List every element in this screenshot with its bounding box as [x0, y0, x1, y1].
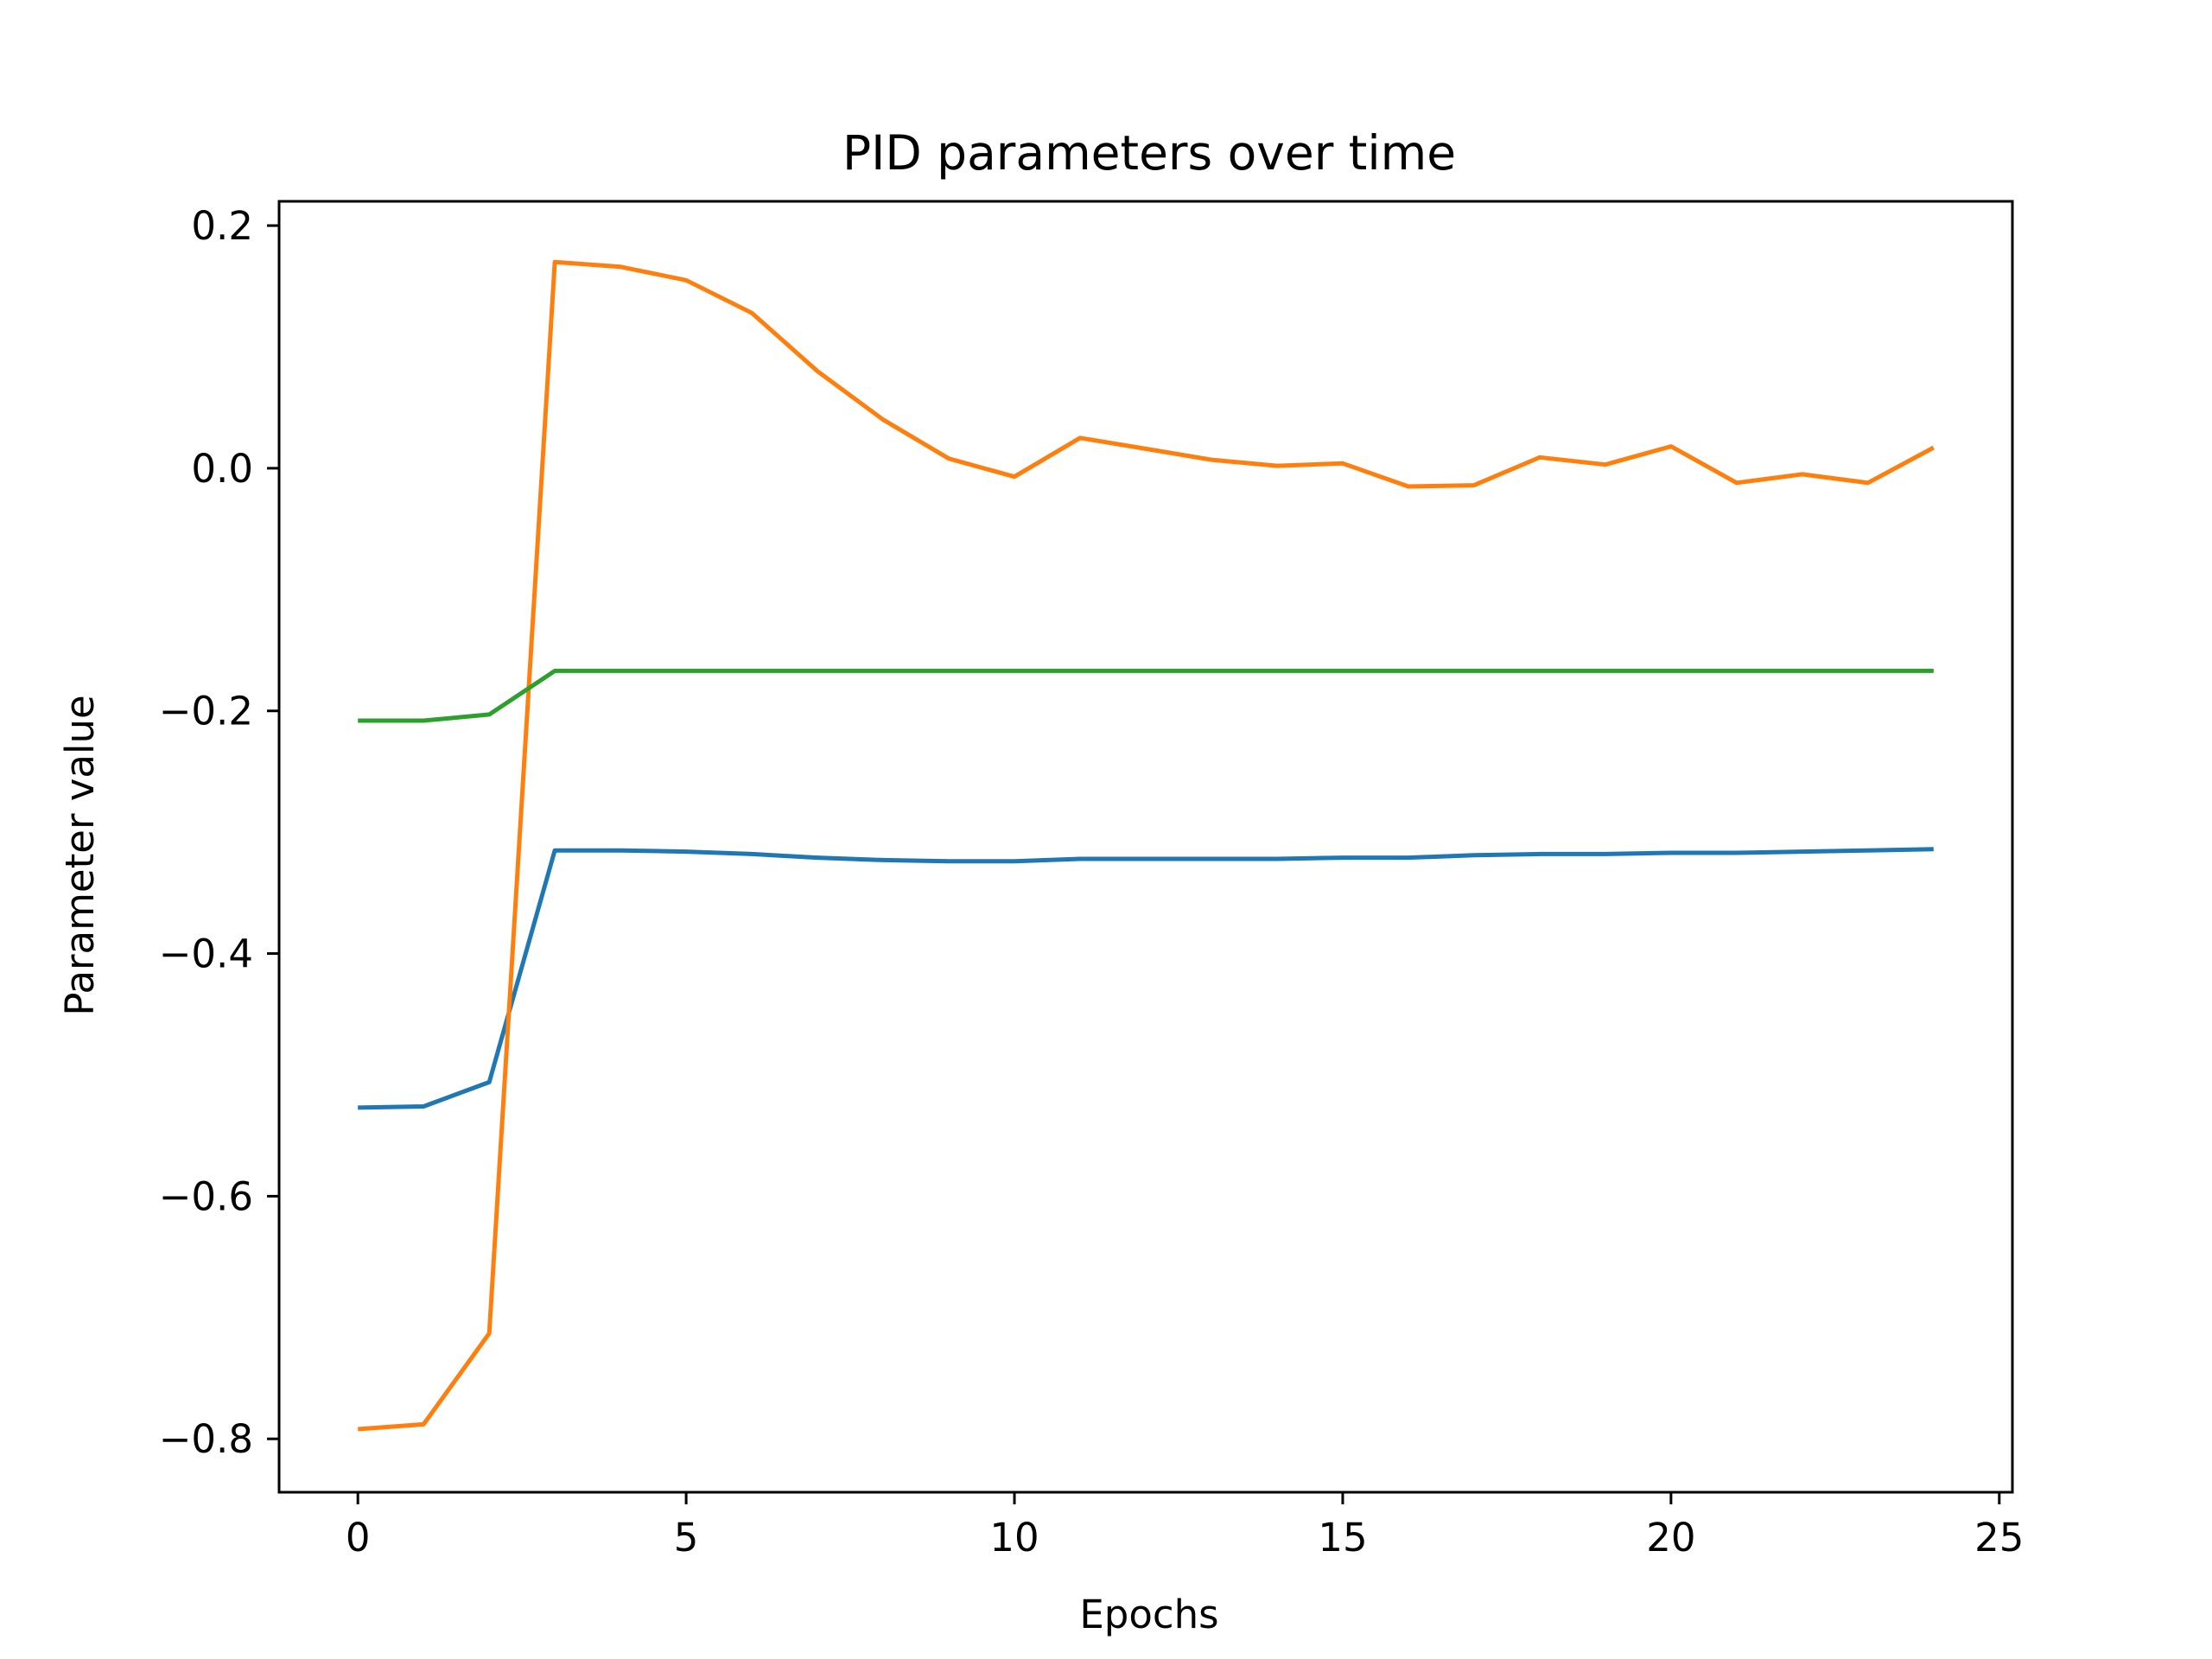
x-tick-label: 25	[1974, 1515, 2024, 1560]
x-axis: 0 5 10 15 20 25	[346, 1492, 2024, 1560]
series-line-3	[358, 668, 1934, 723]
y-tick-label: 0.2	[191, 203, 253, 249]
series-line-1	[358, 847, 1934, 1110]
x-tick-label: 0	[346, 1515, 371, 1560]
y-axis: −0.8 −0.6 −0.4 −0.2 0.0 0.2	[159, 203, 279, 1462]
x-tick-label: 5	[674, 1515, 699, 1560]
series-line-2	[358, 259, 1935, 1432]
y-axis-label: Parameter value	[57, 695, 103, 1015]
chart-title: PID parameters over time	[842, 125, 1456, 181]
y-tick-label: −0.8	[159, 1416, 253, 1462]
y-tick-label: 0.0	[191, 446, 253, 492]
y-tick-label: −0.6	[159, 1173, 253, 1219]
x-tick-label: 10	[989, 1515, 1039, 1560]
plot-area	[358, 259, 1935, 1432]
x-tick-label: 20	[1646, 1515, 1695, 1560]
plot-frame	[277, 200, 2014, 1494]
y-tick-label: −0.2	[159, 689, 253, 734]
x-tick-label: 15	[1318, 1515, 1367, 1560]
y-tick-label: −0.4	[159, 931, 253, 977]
x-axis-label: Epochs	[1079, 1592, 1218, 1637]
